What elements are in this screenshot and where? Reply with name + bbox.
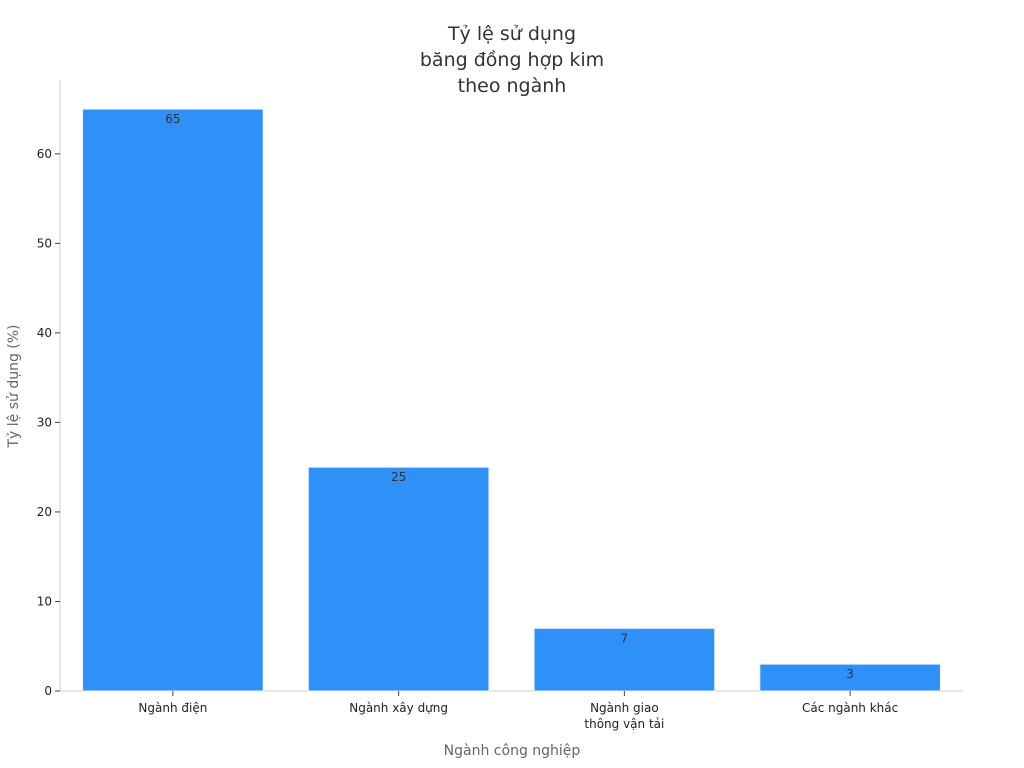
y-tick-label: 30: [37, 415, 52, 429]
x-tick-label: Ngành điện: [138, 701, 207, 715]
chart-title: Tỷ lệ sử dụng băng đồng hợp kim theo ngành: [420, 23, 604, 97]
bar: [759, 663, 941, 692]
y-tick-label: 40: [37, 326, 52, 340]
x-tick-label: Ngành xây dựng: [349, 701, 448, 715]
bar: [82, 108, 264, 692]
x-tick-label: Các ngành khác: [802, 701, 898, 715]
value-label: 65: [165, 112, 180, 126]
y-tick-label: 0: [44, 684, 52, 698]
value-label: 3: [846, 667, 854, 681]
y-tick-label: 20: [37, 505, 52, 519]
y-tick-label: 50: [37, 236, 52, 250]
y-tick-label: 10: [37, 594, 52, 608]
value-label: 7: [621, 631, 629, 645]
x-tick-label: Ngành giao thông vận tải: [584, 701, 664, 731]
y-tick-label: 60: [37, 147, 52, 161]
bar: [533, 627, 716, 692]
y-axis-label: Tỷ lệ sử dụng (%): [6, 324, 22, 448]
x-axis-label: Ngành công nghiệp: [444, 743, 581, 759]
value-label: 25: [391, 470, 406, 484]
bar: [307, 466, 490, 692]
